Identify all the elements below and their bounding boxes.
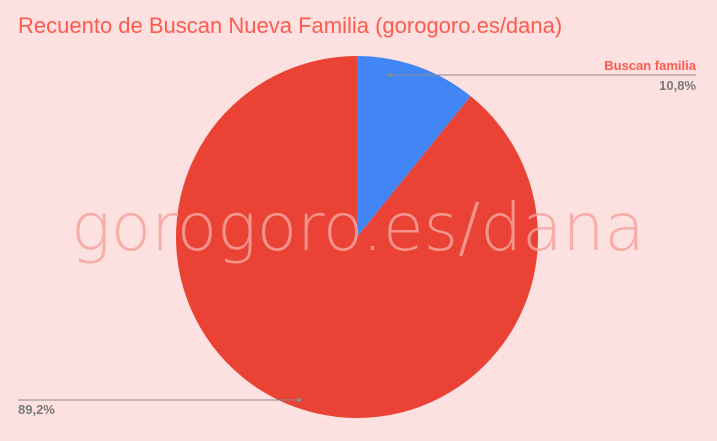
pie-slice-1 [176,56,539,418]
leader-line-0-dot [388,73,393,77]
leader-line-1-dot [297,398,301,402]
pie-slices [176,56,539,418]
chart-title: Recuento de Buscan Nueva Familia (gorogo… [18,13,562,38]
slice-labels: Buscan familia 10,8% 89,2% [18,58,697,417]
slice-label-value-0: 10,8% [659,78,696,93]
watermark-text: gorogoro.es/dana [71,189,645,266]
pie-slice-0 [357,56,471,237]
slice-label-name-0: Buscan familia [604,58,697,73]
slice-label-value-1: 89,2% [18,402,55,417]
